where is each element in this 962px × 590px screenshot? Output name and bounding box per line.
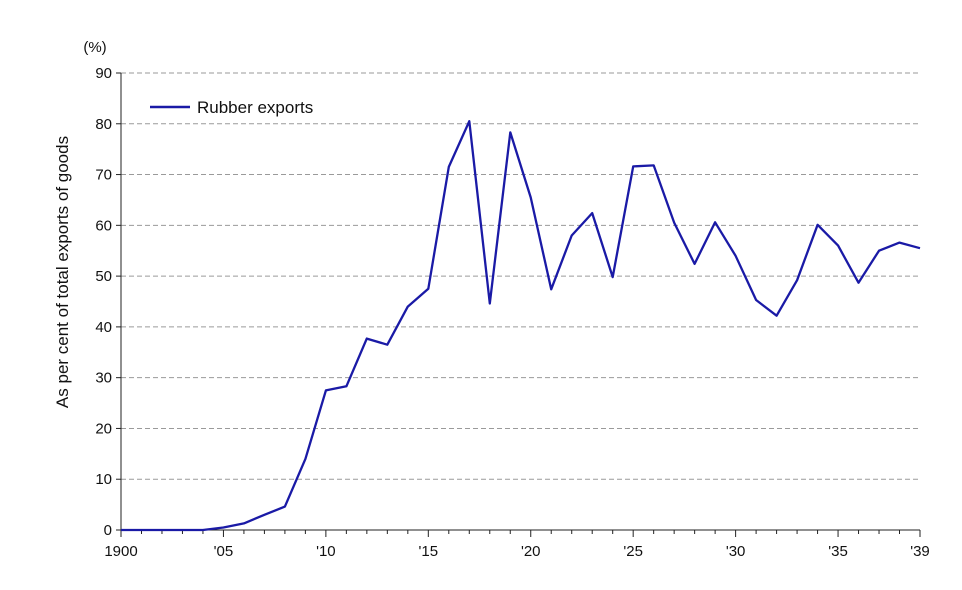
series-layer: [121, 120, 921, 532]
x-axis-ticks: 1900 '05 '10 '15 '20 '25 '30 '35 '39: [104, 530, 930, 560]
x-tick-label: 1900: [104, 543, 137, 560]
x-tick-label: '25: [623, 543, 643, 560]
y-axis-ticks: 0 10 20 30 40 50 60 70 80 90: [95, 65, 121, 539]
y-tick-label: 40: [95, 319, 112, 336]
legend: Rubber exports: [150, 98, 313, 117]
gridlines: [121, 72, 920, 480]
y-unit-label: (%): [83, 39, 106, 56]
y-tick-label: 50: [95, 268, 112, 285]
y-tick-label: 90: [95, 65, 112, 82]
legend-label: Rubber exports: [197, 98, 313, 117]
y-axis-title: As per cent of total exports of goods: [53, 136, 72, 408]
x-tick-label: '10: [316, 543, 336, 560]
series-line-rubber-exports: [121, 120, 921, 532]
axes: [120, 73, 920, 531]
x-tick-label: '35: [828, 543, 848, 560]
x-tick-label: '20: [521, 543, 541, 560]
y-tick-label: 60: [95, 217, 112, 234]
x-tick-label: '15: [419, 543, 439, 560]
x-tick-label: '05: [214, 543, 234, 560]
y-tick-label: 20: [95, 420, 112, 437]
y-tick-label: 80: [95, 116, 112, 133]
y-tick-label: 0: [104, 522, 112, 539]
y-tick-label: 70: [95, 167, 112, 184]
y-tick-label: 30: [95, 370, 112, 387]
x-tick-label: '39: [910, 543, 930, 560]
y-tick-label: 10: [95, 471, 112, 488]
x-tick-label: '30: [726, 543, 746, 560]
